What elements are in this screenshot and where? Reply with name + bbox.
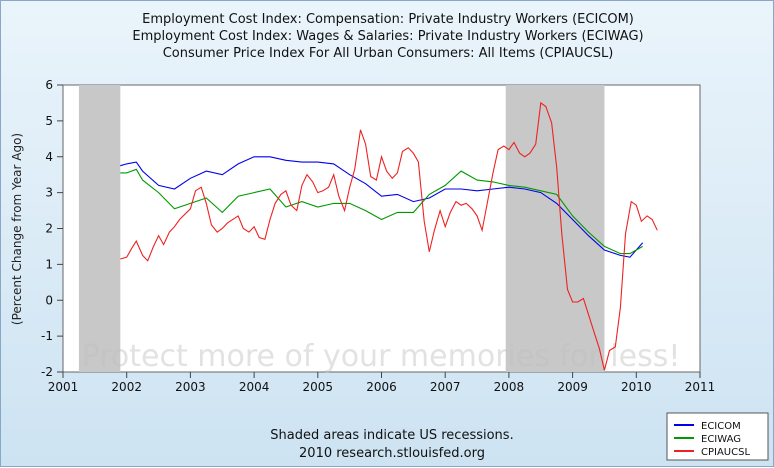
series-line-cpiaucsl: [120, 101, 658, 371]
recession-bands: [78, 85, 605, 372]
x-tick-label: 2011: [685, 380, 716, 394]
y-tick-label: -1: [41, 329, 53, 343]
chart-title-line-3: Consumer Price Index For All Urban Consu…: [163, 46, 614, 61]
y-tick-label: 1: [45, 257, 53, 271]
y-tick-label: -2: [41, 365, 53, 379]
legend-label-ecicom: ECICOM: [701, 421, 741, 432]
y-tick-label: 4: [45, 150, 53, 164]
x-tick-label: 2003: [175, 380, 206, 394]
x-axis: 2001 2002 2003 2004 2005 2006 2007 2008 2009 2010…: [48, 372, 716, 394]
recession-band-1: [505, 85, 605, 372]
source-credit: 2010 research.stlouisfed.org: [299, 446, 485, 461]
x-tick-label: 2005: [303, 380, 334, 394]
y-axis-label: (Percent Change from Year Ago): [10, 133, 24, 325]
y-tick-label: 6: [45, 78, 53, 92]
y-tick-label: 5: [45, 114, 53, 128]
legend-label-cpiaucsl: CPIAUCSL: [701, 447, 750, 458]
x-tick-label: 2001: [48, 380, 79, 394]
x-tick-label: 2004: [239, 380, 270, 394]
legend-label-eciwag: ECIWAG: [701, 434, 741, 445]
series-lines: [120, 101, 658, 371]
x-tick-label: 2007: [430, 380, 461, 394]
legend: ECICOM ECIWAG CPIAUCSL: [674, 421, 750, 458]
x-tick-label: 2002: [111, 380, 142, 394]
chart-title-line-1: Employment Cost Index: Compensation: Pri…: [142, 12, 634, 27]
recession-note: Shaded areas indicate US recessions.: [270, 428, 513, 443]
x-tick-label: 2009: [557, 380, 588, 394]
recession-band-0: [78, 85, 121, 372]
x-tick-label: 2010: [621, 380, 652, 394]
y-tick-label: 3: [45, 186, 53, 200]
x-tick-label: 2006: [366, 380, 397, 394]
series-line-eciwag: [120, 168, 643, 255]
x-tick-label: 2008: [494, 380, 525, 394]
y-axis: -2 -1 0 1 2 3 4 5 6: [41, 78, 63, 379]
legend-box: [666, 412, 769, 461]
y-tick-label: 0: [45, 293, 53, 307]
chart-title-line-2: Employment Cost Index: Wages & Salaries:…: [132, 29, 643, 44]
y-tick-label: 2: [45, 222, 53, 236]
watermark-text: Protect more of your memories for less!: [82, 339, 681, 374]
series-line-ecicom: [120, 156, 644, 258]
